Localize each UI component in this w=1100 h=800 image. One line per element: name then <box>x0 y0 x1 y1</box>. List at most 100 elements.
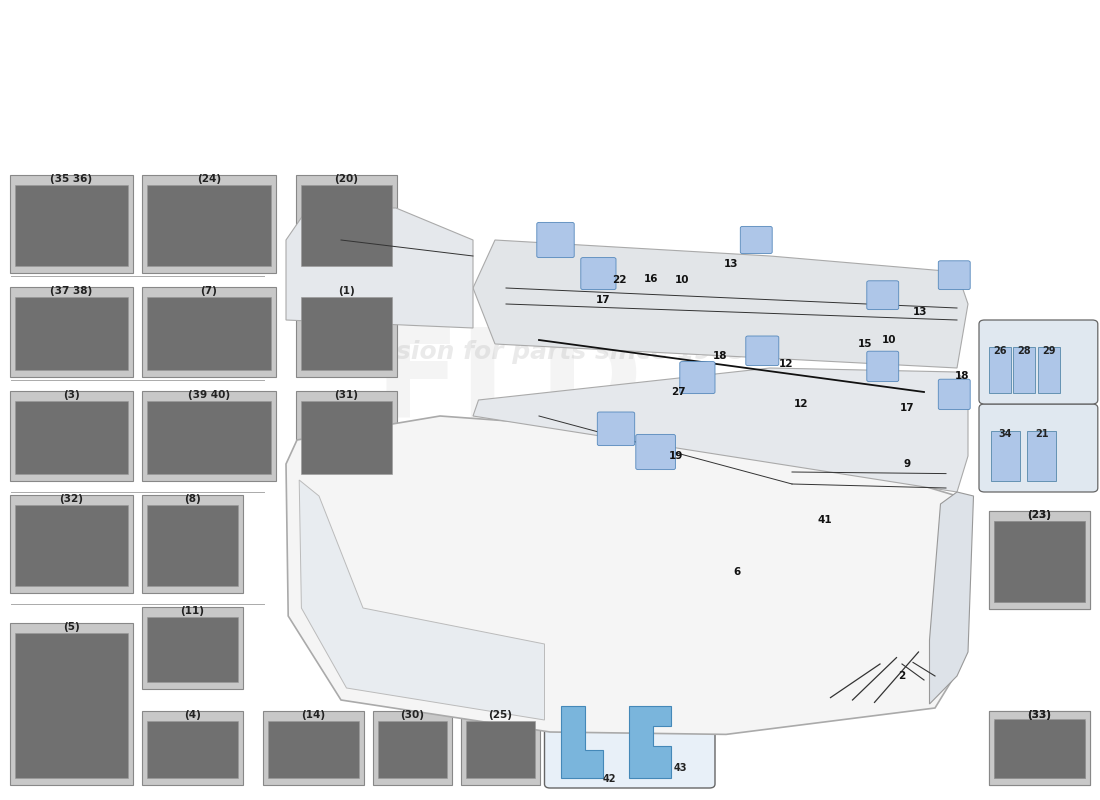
Text: (37 38): (37 38) <box>51 286 92 296</box>
FancyBboxPatch shape <box>1013 347 1035 393</box>
Text: 6: 6 <box>734 567 740 577</box>
Text: (8): (8) <box>184 494 201 504</box>
FancyBboxPatch shape <box>1027 431 1056 481</box>
Text: (3): (3) <box>63 390 80 399</box>
FancyBboxPatch shape <box>938 379 970 410</box>
Text: 13: 13 <box>912 307 927 317</box>
FancyBboxPatch shape <box>461 711 540 785</box>
FancyBboxPatch shape <box>15 633 128 778</box>
FancyBboxPatch shape <box>994 721 1085 778</box>
FancyBboxPatch shape <box>991 431 1020 481</box>
Text: (23): (23) <box>1027 510 1052 520</box>
FancyBboxPatch shape <box>867 281 899 310</box>
FancyBboxPatch shape <box>989 711 1090 785</box>
FancyBboxPatch shape <box>378 721 447 778</box>
Text: 12: 12 <box>793 399 808 409</box>
FancyBboxPatch shape <box>15 185 128 266</box>
Text: (25): (25) <box>488 710 513 720</box>
Text: 27: 27 <box>671 387 686 397</box>
FancyBboxPatch shape <box>989 511 1090 609</box>
FancyBboxPatch shape <box>142 607 243 689</box>
FancyBboxPatch shape <box>142 495 243 593</box>
FancyBboxPatch shape <box>746 336 779 366</box>
Text: 16: 16 <box>644 274 659 284</box>
FancyBboxPatch shape <box>147 721 238 778</box>
Text: (11): (11) <box>180 606 205 616</box>
Text: 17: 17 <box>900 403 915 413</box>
FancyBboxPatch shape <box>15 505 128 586</box>
FancyBboxPatch shape <box>1038 347 1060 393</box>
Polygon shape <box>629 706 671 778</box>
FancyBboxPatch shape <box>544 688 715 788</box>
Text: (23): (23) <box>1027 510 1052 520</box>
FancyBboxPatch shape <box>994 719 1085 778</box>
Text: (33): (33) <box>1027 710 1052 720</box>
Text: 12: 12 <box>779 359 794 369</box>
FancyBboxPatch shape <box>142 391 276 481</box>
Text: (7): (7) <box>200 286 218 296</box>
FancyBboxPatch shape <box>989 711 1090 785</box>
Text: 26: 26 <box>993 346 1007 355</box>
Text: (1): (1) <box>338 286 355 296</box>
FancyBboxPatch shape <box>597 412 635 446</box>
Text: (24): (24) <box>197 174 221 184</box>
Text: 10: 10 <box>674 275 690 285</box>
FancyBboxPatch shape <box>142 287 276 377</box>
Text: 41: 41 <box>817 515 833 525</box>
FancyBboxPatch shape <box>938 261 970 290</box>
Polygon shape <box>473 368 968 492</box>
FancyBboxPatch shape <box>989 347 1011 393</box>
Text: (14): (14) <box>301 710 326 720</box>
Text: 9: 9 <box>904 459 911 469</box>
FancyBboxPatch shape <box>10 495 133 593</box>
Text: 29: 29 <box>1043 346 1056 355</box>
Text: 18: 18 <box>713 351 728 361</box>
FancyBboxPatch shape <box>680 362 715 394</box>
Text: 19: 19 <box>669 451 684 461</box>
FancyBboxPatch shape <box>301 185 392 266</box>
Polygon shape <box>561 706 603 778</box>
Polygon shape <box>286 208 473 328</box>
FancyBboxPatch shape <box>142 711 243 785</box>
FancyBboxPatch shape <box>301 297 392 370</box>
FancyBboxPatch shape <box>994 521 1085 602</box>
Text: 42: 42 <box>603 774 616 784</box>
FancyBboxPatch shape <box>301 401 392 474</box>
Text: 28: 28 <box>1018 346 1031 355</box>
Text: (35 36): (35 36) <box>51 174 92 184</box>
FancyBboxPatch shape <box>537 222 574 258</box>
FancyBboxPatch shape <box>263 711 364 785</box>
Polygon shape <box>299 480 544 720</box>
Text: (20): (20) <box>334 174 359 184</box>
Polygon shape <box>930 492 974 704</box>
FancyBboxPatch shape <box>867 351 899 382</box>
FancyBboxPatch shape <box>740 226 772 254</box>
FancyBboxPatch shape <box>147 505 238 586</box>
FancyBboxPatch shape <box>989 511 1090 609</box>
Text: 15: 15 <box>857 339 872 349</box>
Polygon shape <box>286 416 957 734</box>
Text: 34: 34 <box>999 429 1012 438</box>
FancyBboxPatch shape <box>296 391 397 481</box>
Text: 13: 13 <box>724 259 739 269</box>
Text: (31): (31) <box>334 390 359 399</box>
Text: 18: 18 <box>955 371 970 381</box>
Text: 17: 17 <box>595 295 610 305</box>
FancyBboxPatch shape <box>142 175 276 273</box>
FancyBboxPatch shape <box>994 521 1085 602</box>
FancyBboxPatch shape <box>296 175 397 273</box>
Text: (39 40): (39 40) <box>188 390 230 399</box>
Text: 22: 22 <box>612 275 627 285</box>
FancyBboxPatch shape <box>147 401 271 474</box>
FancyBboxPatch shape <box>373 711 452 785</box>
Text: (32): (32) <box>59 494 84 504</box>
Text: sion for parts since 1985: sion for parts since 1985 <box>396 340 747 364</box>
Text: (4): (4) <box>184 710 201 720</box>
FancyBboxPatch shape <box>636 434 675 470</box>
FancyBboxPatch shape <box>10 623 133 785</box>
Text: FLD: FLD <box>374 323 642 445</box>
FancyBboxPatch shape <box>147 185 271 266</box>
FancyBboxPatch shape <box>147 297 271 370</box>
FancyBboxPatch shape <box>979 404 1098 492</box>
Text: 43: 43 <box>673 763 686 773</box>
